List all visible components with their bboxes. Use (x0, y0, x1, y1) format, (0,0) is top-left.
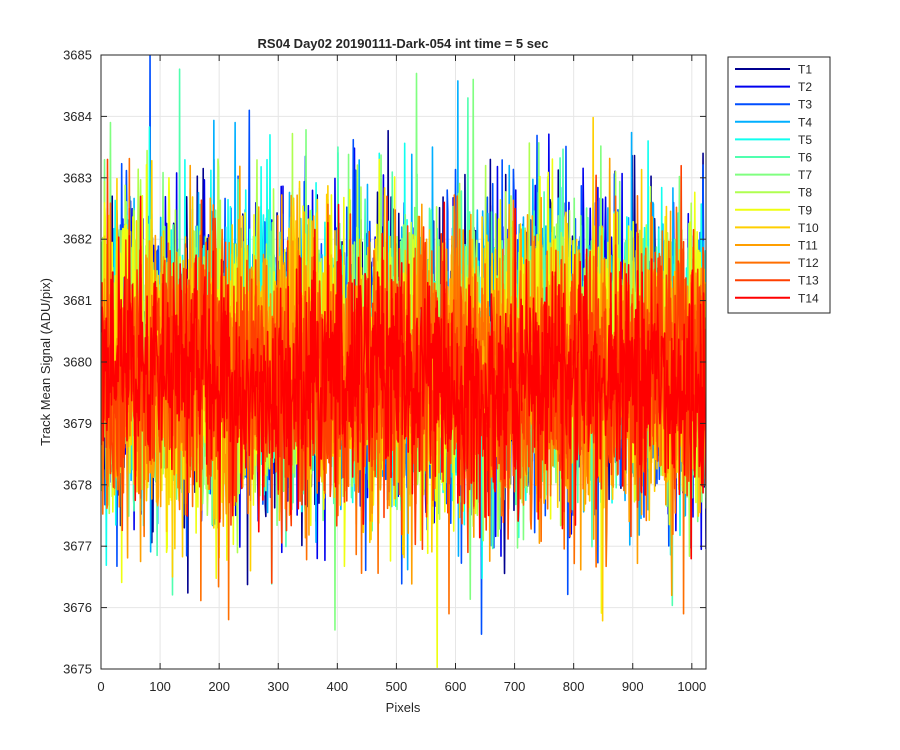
x-tick-label: 800 (563, 679, 585, 694)
x-tick-label: 900 (622, 679, 644, 694)
series-lines (101, 55, 706, 669)
legend-label-t8: T8 (798, 186, 812, 200)
x-axis-label: Pixels (386, 700, 421, 715)
legend-label-t11: T11 (798, 239, 818, 253)
x-tick-label: 700 (504, 679, 526, 694)
legend-label-t2: T2 (798, 80, 812, 94)
y-tick-label: 3684 (63, 109, 92, 124)
legend-label-t7: T7 (798, 168, 812, 182)
legend-label-t6: T6 (798, 151, 812, 165)
axis-ticks: 0 100 200 300 400 500 600 700 800 900 1000 3675 3676… (63, 48, 706, 695)
legend-label-t4: T4 (798, 115, 812, 129)
x-tick-label: 200 (208, 679, 230, 694)
legend-label-t12: T12 (798, 256, 819, 270)
y-tick-label: 3677 (63, 539, 92, 554)
y-tick-label: 3675 (63, 662, 92, 677)
y-tick-label: 3682 (63, 232, 92, 247)
y-tick-label: 3679 (63, 416, 92, 431)
x-tick-label: 600 (445, 679, 467, 694)
x-tick-label: 400 (326, 679, 348, 694)
y-tick-label: 3681 (63, 293, 92, 308)
legend-label-t9: T9 (798, 203, 812, 217)
x-tick-label: 100 (149, 679, 171, 694)
x-tick-label: 0 (97, 679, 104, 694)
legend-label-t13: T13 (798, 274, 819, 288)
x-tick-label: 500 (386, 679, 408, 694)
y-tick-label: 3680 (63, 355, 92, 370)
y-tick-label: 3685 (63, 48, 92, 63)
legend-box (727, 56, 831, 314)
series-line-t14 (101, 195, 706, 560)
legend-label-t14: T14 (798, 291, 819, 305)
y-tick-label: 3683 (63, 170, 92, 185)
x-tick-label: 1000 (677, 679, 706, 694)
legend-label-t5: T5 (798, 133, 812, 147)
legend-label-t1: T1 (798, 63, 812, 77)
legend-label-t10: T10 (798, 221, 819, 235)
x-tick-label: 300 (267, 679, 289, 694)
y-tick-label: 3678 (63, 477, 92, 492)
chart-title: RS04 Day02 20190111-Dark-054 int time = … (258, 36, 549, 51)
legend: T1 T2 T3 T4 T5 T6 T7 T8 T9 T10 T11 T12 T13 T14 (727, 56, 831, 314)
y-axis-label: Track Mean Signal (ADU/pix) (38, 278, 53, 446)
legend-label-t3: T3 (798, 98, 812, 112)
y-tick-label: 3676 (63, 600, 92, 615)
